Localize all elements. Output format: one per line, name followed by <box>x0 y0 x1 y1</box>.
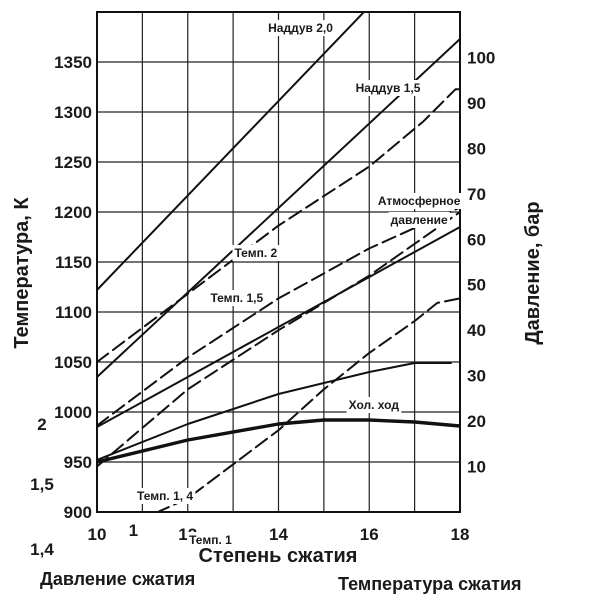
series-label: Атмосферное <box>378 194 461 208</box>
y-left-tick-label: 950 <box>64 453 92 472</box>
pressure-ratio-x-label: 1 <box>129 521 138 540</box>
series-label: Хол. ход <box>349 398 400 412</box>
series-line-6 <box>97 88 460 363</box>
series-line-7 <box>97 206 460 427</box>
y-left-tick-label: 1350 <box>54 53 92 72</box>
pressure-ratio-label: 1,5 <box>30 475 54 494</box>
y-left-tick-label: 1050 <box>54 353 92 372</box>
y-right-tick-label: 30 <box>467 367 486 386</box>
grid <box>96 11 461 513</box>
series-label-bg <box>346 397 402 413</box>
series-label: давление <box>391 213 448 227</box>
series-line-1 <box>97 12 366 291</box>
y-left-tick-label: 1150 <box>55 253 92 272</box>
series-label-bg <box>353 80 423 96</box>
series-label: Наддув 1,5 <box>356 81 421 95</box>
y-right-tick-label: 70 <box>467 185 486 204</box>
y-right-tick-label: 80 <box>467 139 486 158</box>
y-right-tick-label: 90 <box>467 94 486 113</box>
x-tick-label: 14 <box>269 525 288 544</box>
series-line-5 <box>97 418 460 464</box>
y-right-tick-label: 20 <box>467 412 486 431</box>
series-label: Темп. 2 <box>234 246 277 260</box>
y-left-tick-label: 1250 <box>54 153 92 172</box>
series-label: Темп. 1,5 <box>210 291 263 305</box>
y-right-axis-title: Давление, бар <box>522 201 544 344</box>
series-label-bg <box>208 290 266 306</box>
series-label-bg <box>232 245 280 261</box>
y-left-tick-label: 1100 <box>55 303 92 322</box>
x-tick-label: 18 <box>451 525 470 544</box>
y-right-tick-label: 50 <box>467 276 486 295</box>
series-label: Темп. 1 <box>189 533 232 547</box>
pressure-ratio-label: 2 <box>37 415 46 434</box>
y-right-tick-label: 40 <box>467 321 486 340</box>
x-tick-label: 16 <box>360 525 379 544</box>
series-line-4 <box>97 362 452 461</box>
series-label-bg <box>266 20 336 36</box>
series-labels: Наддув 2,0 Наддув 1,5 Атмосферное давление Т… <box>135 20 463 548</box>
x-tick-label: 10 <box>88 525 107 544</box>
y-right-tick-label: 100 <box>467 48 495 67</box>
series-line-3 <box>97 226 460 428</box>
y-right-tick-label: 60 <box>467 230 486 249</box>
y-left-tick-label: 900 <box>64 503 92 522</box>
series-line-8 <box>97 211 460 468</box>
legend-compression-pressure: Давление сжатия <box>40 569 195 589</box>
series-label-bg <box>388 212 450 228</box>
series-label: Наддув 2,0 <box>268 21 333 35</box>
y-left-tick-label: 1300 <box>54 103 92 122</box>
series-line-9 <box>155 297 460 512</box>
series-label-bg <box>135 488 196 504</box>
y-left-tick-label: 1200 <box>54 203 92 222</box>
series-label-bg <box>187 532 235 548</box>
y-right-tick-label: 10 <box>467 458 486 477</box>
legend-compression-temperature: Температура сжатия <box>338 574 522 594</box>
y-left-axis-title: Температура, К <box>11 197 33 349</box>
pressure-ratio-label: 1,4 <box>30 540 54 559</box>
series-label-bg <box>375 193 463 209</box>
plot-frame <box>96 11 461 513</box>
x-axis-title: Степень сжатия <box>199 545 358 567</box>
series-label: Темп. 1, 4 <box>137 489 193 503</box>
y-left-tick-label: 1000 <box>54 403 92 422</box>
tick-labels: 1012141618900950100010501100115012001250… <box>30 48 495 559</box>
